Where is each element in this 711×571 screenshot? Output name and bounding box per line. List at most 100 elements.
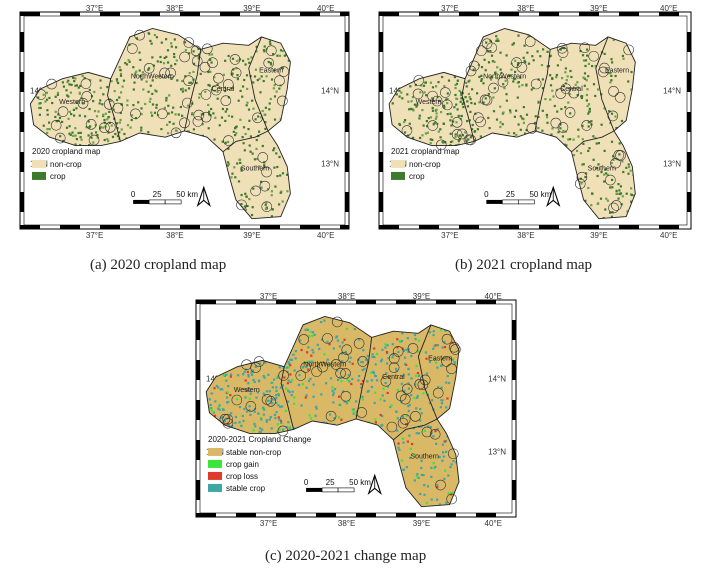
bottom-longitude-tick-label: 38°E — [517, 231, 534, 240]
right-latitude-tick-label: 14°N — [488, 374, 506, 383]
legend-swatch — [32, 159, 46, 168]
legend-swatch — [391, 171, 405, 180]
map-legend: 2020 cropland map non-crop crop — [32, 147, 101, 181]
legend-swatch — [208, 447, 222, 456]
top-longitude-tick-label: 39°E — [413, 292, 430, 301]
bottom-longitude-tick-label: 37°E — [260, 519, 277, 528]
scale-bar-label: 50 km — [529, 190, 551, 199]
region-boundary — [280, 366, 295, 430]
legend-label: stable crop — [226, 484, 266, 493]
legend-swatch — [391, 159, 405, 168]
map-frame — [20, 12, 349, 229]
cropland-map-2020: 37°E 38°E 39°E 40°E37°E 38°E 39°E 40°E14°N 14°N… — [19, 4, 350, 240]
region-boundary — [534, 49, 551, 132]
region-label-eastern: Eastern — [428, 355, 452, 362]
region-label-central: Central — [560, 86, 583, 93]
region-label-southern: Southern — [588, 166, 617, 173]
right-latitude-tick-label: 13°N — [488, 447, 506, 456]
region-boundary — [393, 418, 438, 441]
right-latitude-tick-label: 13°N — [321, 159, 339, 168]
legend-label: crop gain — [226, 460, 259, 469]
legend-label: crop loss — [226, 472, 258, 481]
top-longitude-tick-label: 39°E — [590, 4, 607, 13]
map-panel-2021: 37°E38°E39°E40°E37°E38°E39°E40°E14°N14°N… — [373, 4, 697, 240]
legend-title: 2021 cropland map — [391, 147, 460, 156]
region-boundary — [248, 36, 269, 132]
region-label-northwestern: NorthWestern — [303, 362, 346, 369]
study-area-boundary — [388, 28, 636, 220]
region-boundary — [595, 36, 615, 132]
study-area-fill — [30, 28, 291, 219]
study-area-boundary — [205, 316, 460, 508]
top-longitude-tick-label: 40°E — [660, 4, 677, 13]
legend-label: non-crop — [409, 160, 441, 169]
cropland-map-2021: 37°E38°E39°E40°E37°E38°E39°E40°E14°N14°N… — [378, 4, 692, 240]
region-boundary — [107, 78, 121, 142]
legend-label: crop — [409, 172, 425, 181]
legend-label: non-crop — [50, 160, 82, 169]
region-label-central: Central — [212, 86, 235, 93]
top-longitude-tick-label: 38°E — [517, 4, 534, 13]
region-label-eastern: Eastern — [605, 67, 629, 74]
region-boundary — [461, 78, 475, 142]
top-longitude-tick-label: 37°E — [260, 292, 277, 301]
caption-2020: (a) 2020 cropland map — [90, 257, 227, 273]
bottom-longitude-tick-label: 37°E — [86, 231, 103, 240]
study-area-fill — [389, 28, 636, 219]
scale-bar: 0 25 50 km — [304, 478, 371, 493]
legend-swatch — [32, 171, 46, 180]
right-latitude-tick-label: 13°N — [663, 159, 681, 168]
bottom-longitude-tick-label: 39°E — [590, 231, 607, 240]
legend-swatch — [208, 471, 222, 480]
scale-bar-label: 25 — [326, 478, 335, 487]
right-latitude-tick-label: 14°N — [663, 86, 681, 95]
scale-bar-label: 50 km — [349, 478, 371, 487]
top-longitude-tick-label: 39°E — [243, 4, 260, 13]
scale-bar-label: 25 — [506, 190, 515, 199]
study-area-boundary — [29, 28, 291, 220]
caption-change: (c) 2020-2021 change map — [265, 548, 427, 564]
region-label-northwestern: NorthWestern — [131, 74, 174, 81]
region-boundary — [571, 130, 615, 153]
map-frame — [196, 300, 516, 517]
bottom-longitude-tick-label: 38°E — [338, 519, 355, 528]
region-label-central: Central — [382, 374, 405, 381]
map-frame — [379, 12, 691, 229]
map-legend: 2021 cropland map non-crop crop — [391, 147, 460, 181]
scale-bar: 0 25 50 km — [484, 190, 552, 205]
bottom-longitude-tick-label: 40°E — [485, 519, 502, 528]
legend-title: 2020-2021 Cropland Change — [208, 435, 312, 444]
top-longitude-tick-label: 38°E — [166, 4, 183, 13]
bottom-longitude-tick-label: 38°E — [166, 231, 183, 240]
bottom-longitude-tick-label: 40°E — [660, 231, 677, 240]
bottom-longitude-tick-label: 40°E — [317, 231, 334, 240]
region-label-western: Western — [416, 99, 442, 106]
legend-label: stable non-crop — [226, 448, 282, 457]
scale-bar-label: 0 — [304, 478, 309, 487]
legend-swatch — [208, 459, 222, 468]
region-label-western: Western — [234, 387, 260, 394]
sample-site-circles — [401, 36, 634, 214]
scale-bar-label: 50 km — [176, 190, 198, 199]
north-arrow-icon — [196, 185, 211, 208]
top-longitude-tick-label: 40°E — [317, 4, 334, 13]
legend-swatch — [208, 483, 222, 492]
land-cover-pixels — [391, 34, 636, 219]
caption-2021: (b) 2021 cropland map — [455, 257, 593, 273]
region-boundary — [355, 337, 373, 420]
scale-bar-label: 0 — [131, 190, 136, 199]
north-arrow-icon — [546, 185, 561, 208]
map-panel-2020: 37°E 38°E 39°E 40°E 37°E 38°E 39°E 40°E 14°N 14°N… — [14, 4, 355, 240]
land-cover-pixels — [208, 319, 458, 506]
region-boundary — [222, 130, 269, 153]
bottom-longitude-tick-label: 37°E — [441, 231, 458, 240]
right-latitude-tick-label: 14°N — [321, 86, 339, 95]
north-arrow-icon — [367, 473, 382, 496]
top-longitude-tick-label: 37°E — [441, 4, 458, 13]
map-legend: 2020-2021 Cropland Change stable non-crop… — [208, 435, 312, 493]
change-map-2020-2021: 37°E38°E39°E40°E37°E38°E39°E40°E14°N14°N… — [195, 292, 517, 528]
legend-title: 2020 cropland map — [32, 147, 101, 156]
region-boundary — [417, 324, 438, 420]
top-longitude-tick-label: 37°E — [86, 4, 103, 13]
scale-bar-label: 0 — [484, 190, 489, 199]
